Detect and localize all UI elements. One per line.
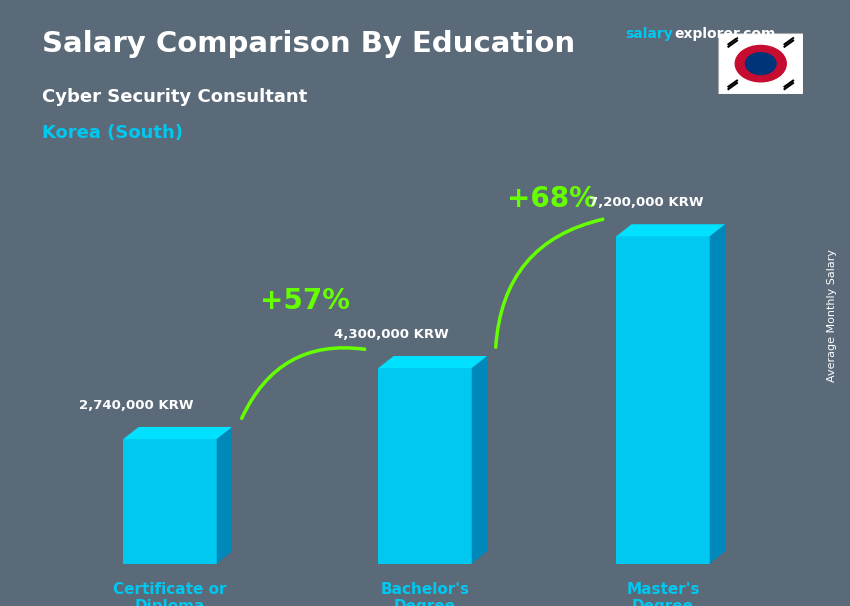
Text: 4,300,000 KRW: 4,300,000 KRW: [333, 328, 449, 341]
Text: Average Monthly Salary: Average Monthly Salary: [827, 248, 837, 382]
Circle shape: [745, 53, 776, 75]
Text: Korea (South): Korea (South): [42, 124, 184, 142]
FancyArrowPatch shape: [496, 219, 603, 347]
Text: +68%: +68%: [507, 185, 597, 213]
Text: Cyber Security Consultant: Cyber Security Consultant: [42, 88, 308, 106]
Text: +57%: +57%: [260, 287, 350, 315]
Text: explorer.com: explorer.com: [674, 27, 775, 41]
Text: Salary Comparison By Education: Salary Comparison By Education: [42, 30, 575, 58]
FancyArrowPatch shape: [241, 348, 365, 418]
Text: Certificate or
Diploma: Certificate or Diploma: [113, 582, 227, 606]
Text: salary: salary: [625, 27, 672, 41]
Text: Master's
Degree: Master's Degree: [626, 582, 700, 606]
Text: 7,200,000 KRW: 7,200,000 KRW: [589, 196, 703, 209]
Circle shape: [735, 45, 786, 82]
Text: 2,740,000 KRW: 2,740,000 KRW: [79, 399, 193, 412]
Text: Bachelor's
Degree: Bachelor's Degree: [381, 582, 469, 606]
